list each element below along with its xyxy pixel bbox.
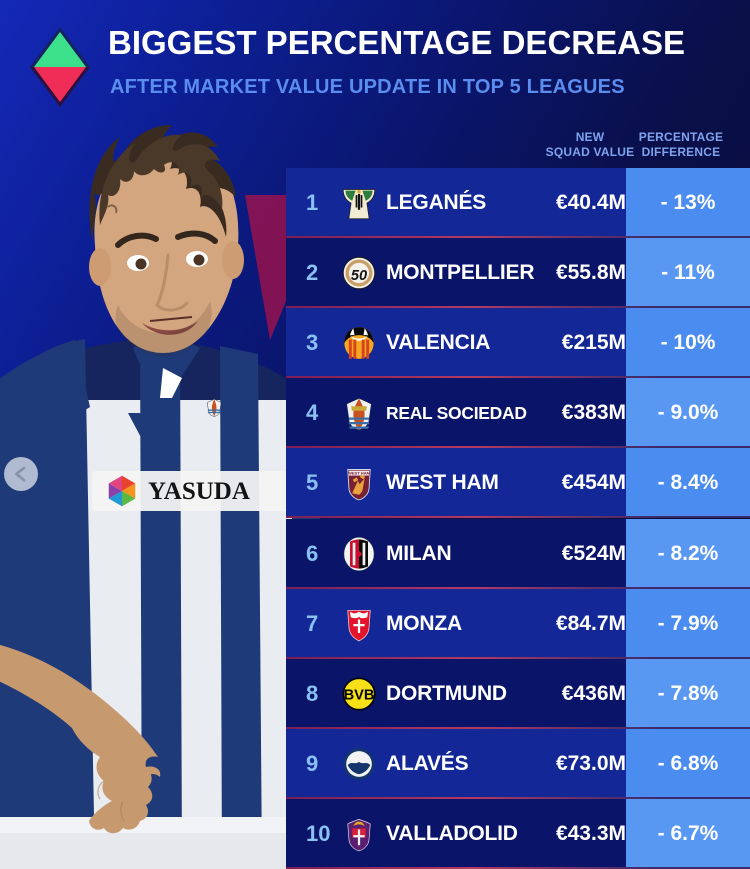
svg-text:YASUDA: YASUDA [148,478,250,505]
